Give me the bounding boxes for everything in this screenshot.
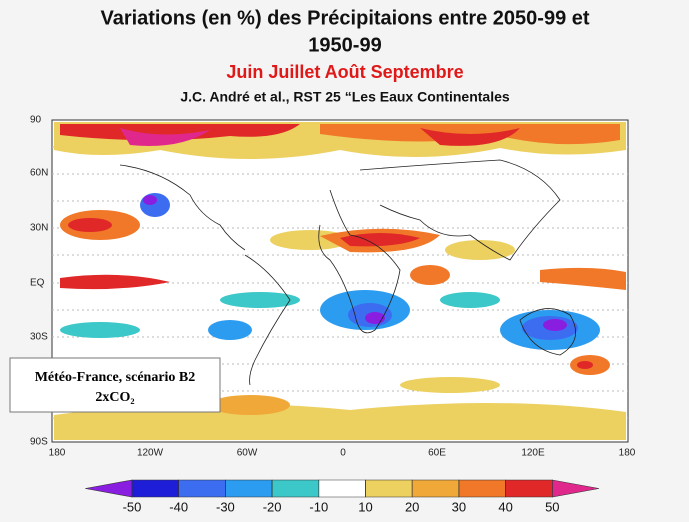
title: 1950-99 <box>308 34 381 56</box>
colorbar-swatch <box>505 479 553 498</box>
colorbar-label: 50 <box>545 499 559 514</box>
citation: J.C. André et al., RST 25 “Les Eaux Cont… <box>180 89 510 105</box>
colorbar-swatch <box>458 479 506 498</box>
colorbar-label: 20 <box>405 499 419 514</box>
lon-label: 120E <box>521 448 545 459</box>
lat-label: 30N <box>30 223 48 234</box>
colorbar-label: -50 <box>123 499 142 514</box>
colorbar-label: -20 <box>263 499 282 514</box>
note: Météo-France, scénario B2 <box>35 370 196 385</box>
lat-label: 90 <box>30 115 42 126</box>
colorbar-swatch <box>318 479 366 498</box>
lon-label: 180 <box>619 448 636 459</box>
lat-label: 60N <box>30 168 48 179</box>
note-box <box>9 357 221 413</box>
coastlines <box>119 159 577 386</box>
lat-label: EQ <box>30 278 45 289</box>
lat-label: 90S <box>30 437 48 448</box>
lon-label: 0 <box>340 448 346 459</box>
colorbar-swatch <box>271 479 320 498</box>
note: 2xCO₂ <box>95 390 134 405</box>
colorbar-swatch <box>225 479 273 498</box>
lon-label: 60W <box>237 448 258 459</box>
colorbar-label: -30 <box>216 499 235 514</box>
colorbar-swatch <box>178 479 226 498</box>
colorbar-swatch <box>411 479 460 498</box>
title: Variations (en %) des Précipitaions entr… <box>100 7 589 29</box>
lon-label: 180 <box>49 448 66 459</box>
colorbar-label: -40 <box>169 499 188 514</box>
colorbar-label: 30 <box>452 499 466 514</box>
lon-label: 120W <box>137 448 164 459</box>
lat-label: 30S <box>30 332 48 343</box>
colorbar-swatch <box>131 479 179 498</box>
season: Juin Juillet Août Septembre <box>226 62 463 82</box>
colorbar-label: 40 <box>498 499 512 514</box>
lon-label: 60E <box>428 448 446 459</box>
colorbar-label: -10 <box>309 499 328 514</box>
colorbar-label: 10 <box>358 499 372 514</box>
colorbar-swatch <box>365 479 413 498</box>
